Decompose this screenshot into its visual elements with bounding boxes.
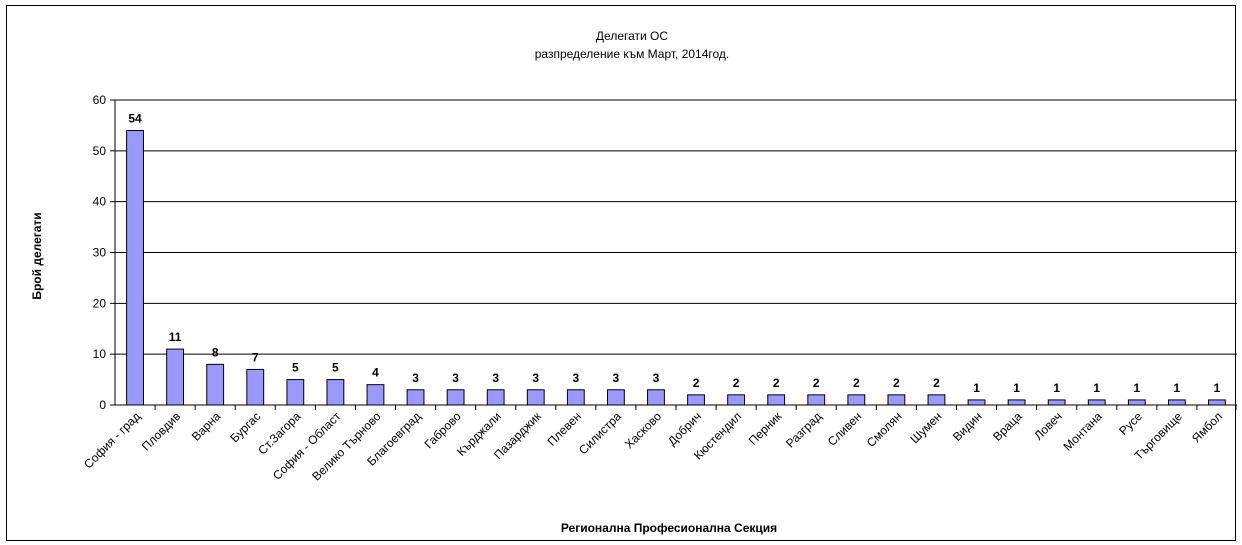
y-tick-label: 50 [93, 144, 107, 158]
bar [366, 384, 385, 406]
chart-frame: Делегати ОС разпределение към Март, 2014… [6, 5, 1237, 541]
data-label: 3 [613, 371, 620, 385]
data-label: 2 [813, 376, 820, 390]
x-tick-label: София - град [81, 409, 143, 471]
data-label: 2 [933, 376, 940, 390]
bar [767, 394, 786, 406]
y-axis-title: Брой делегати [30, 212, 44, 299]
data-label: 2 [853, 376, 860, 390]
x-tick-label: Враца [990, 409, 1025, 444]
bar [1208, 399, 1226, 406]
bar [967, 399, 986, 406]
data-label: 3 [532, 371, 539, 385]
data-label: 3 [492, 371, 499, 385]
data-label: 5 [332, 361, 339, 375]
bar [166, 348, 185, 406]
chart-subtitle: разпределение към Март, 2014год. [535, 47, 730, 61]
bar [1167, 399, 1186, 406]
bar [406, 389, 425, 406]
bar [1047, 399, 1066, 406]
x-tick-label: Смолян [864, 409, 905, 450]
x-tick-label: Монтана [1060, 409, 1105, 454]
bar [526, 389, 545, 406]
x-tick-label: Шумен [908, 409, 945, 446]
x-tick-label: Пловдив [139, 409, 183, 453]
data-label: 2 [773, 376, 780, 390]
gridlines [115, 99, 1237, 355]
bar [246, 368, 265, 406]
bar [126, 130, 144, 406]
data-label: 7 [252, 350, 259, 364]
data-label: 2 [693, 376, 700, 390]
data-label: 8 [212, 345, 219, 359]
x-tick-label: Варна [189, 409, 224, 444]
data-label: 3 [452, 371, 459, 385]
bar [927, 394, 946, 406]
x-tick-label: Бургас [227, 409, 263, 445]
data-label: 3 [412, 371, 419, 385]
y-tick-label: 0 [99, 398, 106, 412]
data-label: 1 [1013, 381, 1020, 395]
data-label: 4 [372, 366, 379, 380]
bar [206, 363, 225, 406]
data-label: 1 [1093, 381, 1100, 395]
data-label: 1 [1214, 381, 1221, 395]
bar [606, 389, 625, 406]
data-label: 11 [169, 330, 182, 344]
data-label: 1 [1174, 381, 1181, 395]
bar [807, 394, 826, 406]
bar-chart: Делегати ОС разпределение към Март, 2014… [30, 29, 1237, 535]
bar [1087, 399, 1106, 406]
x-tick-label: Плевен [544, 409, 583, 448]
y-tick-label: 10 [93, 347, 107, 361]
y-tick-labels: 0 10 20 30 40 50 60 [93, 93, 107, 412]
bar [486, 389, 505, 406]
data-label: 3 [572, 371, 579, 385]
bar [727, 394, 746, 406]
data-label: 5 [292, 361, 299, 375]
x-tick-label: Хасково [622, 409, 664, 451]
bars [126, 130, 1226, 406]
x-tick-label: Добрич [665, 409, 704, 448]
x-tick-label: Русе [1116, 409, 1145, 438]
y-tick-label: 40 [93, 195, 107, 209]
bar [1007, 399, 1026, 406]
bar [1127, 399, 1146, 406]
x-tick-label: Ямбол [1189, 409, 1225, 445]
axes [110, 99, 1237, 410]
data-label: 1 [1133, 381, 1140, 395]
data-label: 3 [653, 371, 660, 385]
y-tick-label: 20 [93, 296, 107, 310]
y-tick-label: 60 [93, 93, 107, 107]
bar [566, 389, 585, 406]
bar [647, 389, 665, 406]
x-tick-label: Перник [746, 409, 785, 448]
chart-title: Делегати ОС [596, 29, 668, 43]
data-label: 2 [733, 376, 740, 390]
x-tick-label: Силистра [576, 409, 624, 457]
x-tick-label: Видин [950, 409, 985, 444]
bar [326, 379, 345, 406]
bar [286, 379, 305, 406]
data-label: 1 [1053, 381, 1060, 395]
y-tick-label: 30 [93, 246, 107, 260]
data-label: 1 [973, 381, 980, 395]
x-tick-label: Велико Търново [309, 409, 384, 484]
x-tick-label: София - Област [270, 409, 344, 483]
bar [847, 394, 866, 406]
x-tick-label: Сливен [825, 409, 865, 449]
bar [887, 394, 906, 406]
bar [446, 389, 465, 406]
bar [687, 394, 705, 406]
data-label: 54 [128, 112, 142, 126]
data-label: 2 [893, 376, 900, 390]
x-tick-label: Ловеч [1031, 409, 1064, 442]
x-tick-label: Разград [783, 409, 824, 450]
x-axis-title: Регионална Професионална Секция [561, 521, 777, 535]
